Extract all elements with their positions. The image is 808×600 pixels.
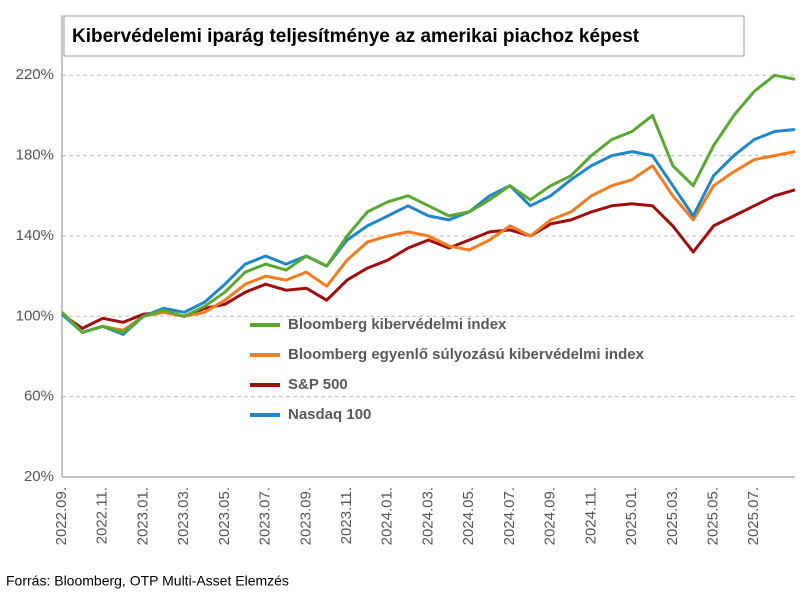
legend-label: S&P 500 [288,376,348,393]
x-tick-label: 2022.09. [53,487,70,545]
x-tick-label: 2025.01. [623,487,640,545]
chart-title: Kibervédelemi iparág teljesítménye az am… [72,26,640,47]
x-tick-label: 2023.01. [134,487,151,545]
y-tick-label: 140% [16,227,54,244]
x-tick-label: 2024.07. [501,487,518,545]
x-tick-label: 2024.05. [460,487,477,545]
series-line [60,73,796,334]
x-tick-label: 2023.05. [216,487,233,545]
plot-area [62,15,795,477]
y-tick-label: 100% [16,307,54,324]
x-tick-label: 2024.01. [379,487,396,545]
x-tick-label: 2024.03. [419,487,436,545]
series-line [61,128,796,336]
x-tick-label: 2025.07. [745,487,762,545]
x-tick-label: 2025.03. [664,487,681,545]
x-tick-label: 2022.11. [94,487,111,544]
x-tick-label: 2024.09. [542,487,559,545]
x-tick-label: 2023.07. [257,487,274,545]
x-tick-label: 2024.11. [582,487,599,544]
x-tick-label: 2023.03. [175,487,192,545]
legend-label: Bloomberg egyenlő súlyozású kibervédelmi… [288,346,645,363]
legend-label: Nasdaq 100 [288,406,371,423]
y-tick-label: 20% [24,468,54,485]
x-tick-label: 2023.09. [297,487,314,545]
title-box [63,15,745,57]
y-tick-label: 60% [24,388,54,405]
x-tick-label: 2025.05. [705,487,722,545]
legend-label: Bloomberg kibervédelmi index [288,316,507,333]
y-tick-label: 220% [16,66,54,83]
y-tick-label: 180% [16,147,54,164]
x-tick-label: 2023.11. [338,487,355,544]
source-note: Forrás: Bloomberg, OTP Multi-Asset Elemz… [6,573,289,589]
